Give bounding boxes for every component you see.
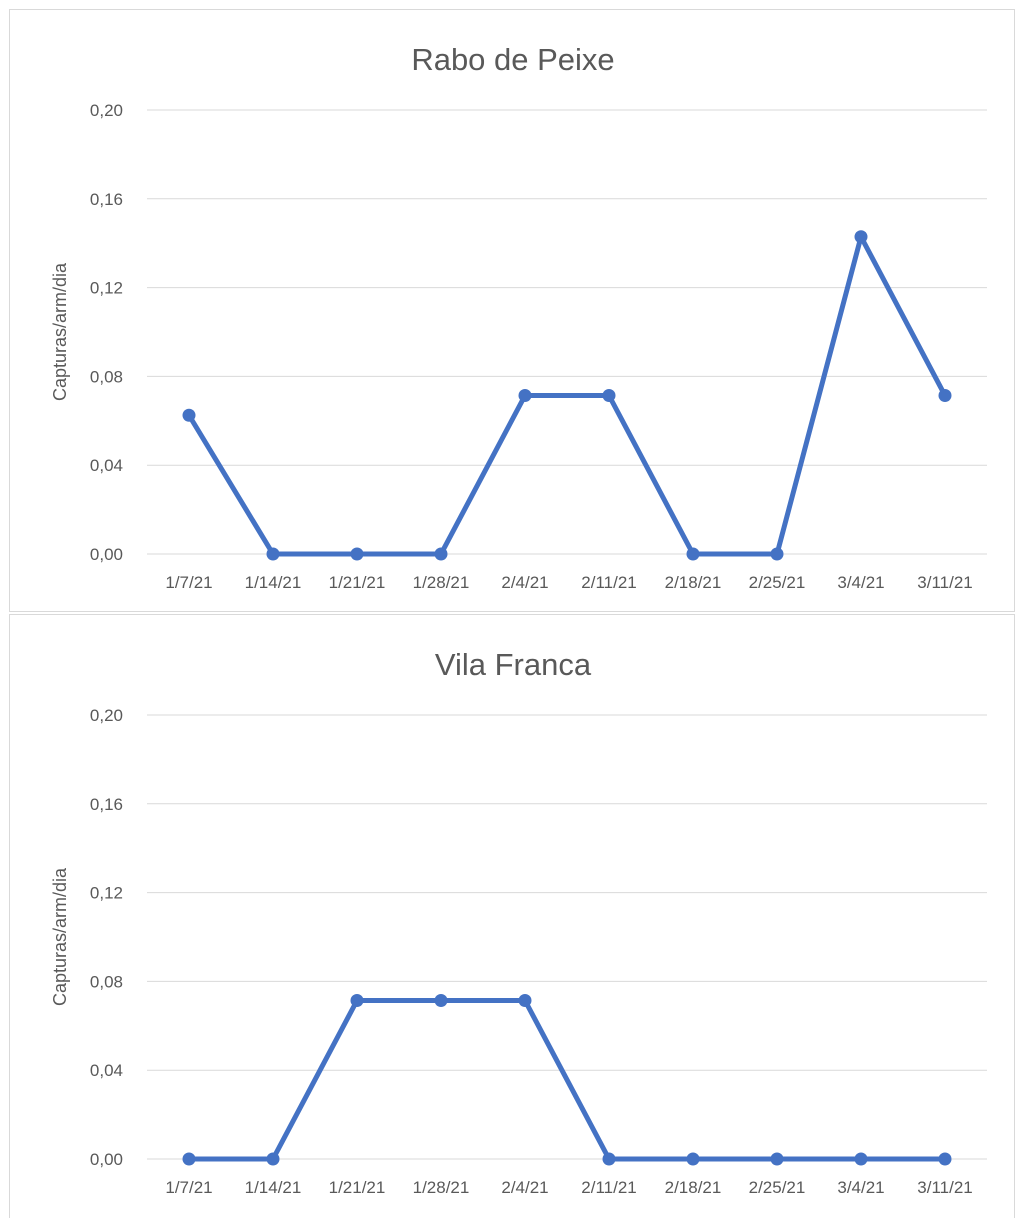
chart-title: Vila Franca [435, 647, 592, 682]
data-point [854, 230, 868, 244]
x-tick-label: 3/4/21 [837, 1178, 884, 1197]
y-axis-label: Capturas/arm/dia [50, 262, 70, 401]
data-point [518, 993, 532, 1007]
data-point [350, 547, 364, 561]
data-point [686, 547, 700, 561]
y-tick-label: 0,20 [90, 706, 123, 725]
data-point [686, 1152, 700, 1166]
series-line [186, 997, 948, 1162]
x-tick-label: 3/11/21 [917, 573, 972, 592]
data-point [770, 547, 784, 561]
chart-svg: 0,00 0,04 0,08 0,12 0,16 0,20 1/7/21 1/14/21 1/2… [50, 647, 987, 1197]
x-tick-label: 3/4/21 [837, 573, 884, 592]
y-tick-label: 0,20 [90, 101, 123, 120]
y-tick-label: 0,08 [90, 367, 123, 386]
data-point [602, 1152, 616, 1166]
chart-panel-rabo-de-peixe: 0,00 0,04 0,08 0,12 0,16 0,20 1/7/21 1/14/21 1/2… [9, 9, 1015, 612]
data-point [770, 1152, 784, 1166]
x-tick-label: 3/11/21 [917, 1178, 972, 1197]
y-tick-label: 0,12 [90, 884, 123, 903]
x-tick-label: 1/21/21 [329, 573, 386, 592]
chart-panel-vila-franca: 0,00 0,04 0,08 0,12 0,16 0,20 1/7/21 1/14/21 1/2… [9, 614, 1015, 1218]
y-tick-label: 0,16 [90, 190, 123, 209]
data-point [266, 1152, 280, 1166]
data-point [938, 1152, 952, 1166]
data-point [266, 547, 280, 561]
y-axis-label: Capturas/arm/dia [50, 867, 70, 1006]
x-tick-label: 2/11/21 [581, 1178, 636, 1197]
data-point [434, 993, 448, 1007]
x-tick-label: 1/28/21 [413, 573, 470, 592]
chart-svg: 0,00 0,04 0,08 0,12 0,16 0,20 1/7/21 1/14/21 1/2… [50, 42, 987, 592]
y-tick-label: 0,08 [90, 972, 123, 991]
x-tick-label: 2/4/21 [501, 573, 548, 592]
x-tick-label: 2/18/21 [665, 573, 722, 592]
data-point [434, 547, 448, 561]
data-point [938, 388, 952, 402]
x-tick-label: 2/25/21 [749, 1178, 806, 1197]
x-tick-label: 2/25/21 [749, 573, 806, 592]
chart-title: Rabo de Peixe [411, 42, 614, 77]
data-point [182, 1152, 196, 1166]
series-line [186, 234, 948, 557]
y-tick-label: 0,04 [90, 1061, 123, 1080]
x-tick-label: 2/18/21 [665, 1178, 722, 1197]
data-point [182, 408, 196, 422]
y-tick-label: 0,16 [90, 795, 123, 814]
x-tick-label: 2/11/21 [581, 573, 636, 592]
data-point [350, 993, 364, 1007]
y-tick-label: 0,12 [90, 279, 123, 298]
x-tick-label: 1/28/21 [413, 1178, 470, 1197]
data-point [602, 388, 616, 402]
x-tick-label: 1/7/21 [165, 1178, 212, 1197]
x-tick-label: 1/7/21 [165, 573, 212, 592]
data-point [518, 388, 532, 402]
y-tick-label: 0,00 [90, 545, 123, 564]
data-point [854, 1152, 868, 1166]
y-tick-label: 0,00 [90, 1150, 123, 1169]
x-tick-label: 1/14/21 [245, 573, 302, 592]
y-tick-label: 0,04 [90, 456, 123, 475]
x-tick-label: 1/14/21 [245, 1178, 302, 1197]
x-tick-label: 1/21/21 [329, 1178, 386, 1197]
x-tick-label: 2/4/21 [501, 1178, 548, 1197]
